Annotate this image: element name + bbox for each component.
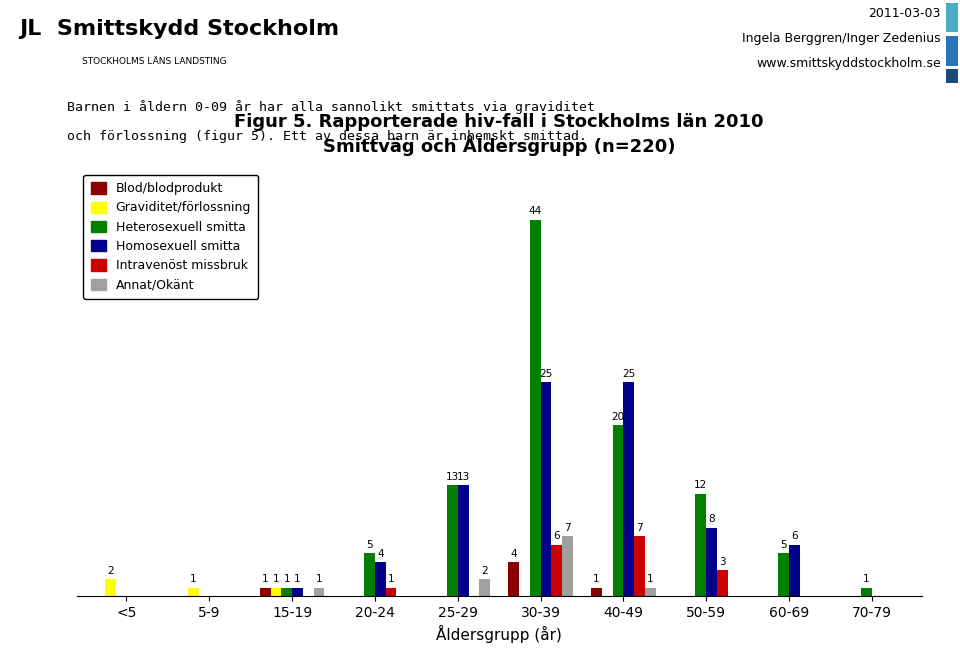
- Text: 4: 4: [377, 548, 384, 559]
- Text: 1: 1: [593, 574, 600, 584]
- Bar: [861, 588, 872, 596]
- Bar: [635, 537, 645, 596]
- Text: 1: 1: [316, 574, 323, 584]
- Text: 4: 4: [511, 548, 517, 559]
- Bar: [292, 588, 303, 596]
- Text: 3: 3: [719, 557, 726, 567]
- Text: 2: 2: [107, 566, 113, 575]
- Text: 1: 1: [190, 574, 197, 584]
- Bar: [591, 588, 602, 596]
- Bar: [479, 579, 491, 596]
- Text: 6: 6: [791, 531, 798, 542]
- Legend: Blod/blodprodukt, Graviditet/förlossning, Heterosexuell smitta, Homosexuell smit: Blod/blodprodukt, Graviditet/förlossning…: [84, 175, 258, 299]
- Text: och förlossning (figur 5). Ett av dessa barn är inhemskt smittad.: och förlossning (figur 5). Ett av dessa …: [67, 130, 588, 143]
- Text: 6: 6: [554, 531, 560, 542]
- Text: JL  Smittskydd Stockholm: JL Smittskydd Stockholm: [19, 19, 339, 38]
- Bar: [105, 579, 116, 596]
- Bar: [386, 588, 396, 596]
- Text: 44: 44: [529, 206, 541, 216]
- Bar: [188, 588, 199, 596]
- Bar: [447, 485, 458, 596]
- Bar: [314, 588, 324, 596]
- Title: Figur 5. Rapporterade hiv-fall i Stockholms län 2010
Smittväg och Åldersgrupp (n: Figur 5. Rapporterade hiv-fall i Stockho…: [234, 113, 764, 156]
- Text: 1: 1: [283, 574, 290, 584]
- Text: 1: 1: [294, 574, 300, 584]
- Bar: [551, 545, 563, 596]
- X-axis label: Åldersgrupp (år): Åldersgrupp (år): [436, 625, 563, 643]
- Bar: [612, 425, 623, 596]
- Bar: [707, 527, 717, 596]
- Text: 12: 12: [694, 480, 708, 490]
- Bar: [563, 537, 573, 596]
- Bar: [508, 562, 519, 596]
- Bar: [540, 382, 551, 596]
- Text: 1: 1: [647, 574, 654, 584]
- Text: www.smittskyddstockholm.se: www.smittskyddstockholm.se: [756, 57, 941, 70]
- Text: 25: 25: [540, 369, 553, 379]
- Text: 20: 20: [612, 411, 625, 422]
- Text: 25: 25: [622, 369, 636, 379]
- Bar: [717, 570, 728, 596]
- Bar: [645, 588, 656, 596]
- Text: 5: 5: [780, 540, 787, 550]
- Text: Ingela Berggren/Inger Zedenius: Ingela Berggren/Inger Zedenius: [742, 32, 941, 45]
- FancyBboxPatch shape: [946, 3, 958, 32]
- Text: Barnen i åldern 0-09 år har alla sannolikt smittats via graviditet: Barnen i åldern 0-09 år har alla sannoli…: [67, 100, 595, 115]
- FancyBboxPatch shape: [946, 36, 958, 65]
- Text: 7: 7: [636, 523, 643, 533]
- Text: STOCKHOLMS LÄNS LANDSTING: STOCKHOLMS LÄNS LANDSTING: [82, 57, 227, 66]
- Bar: [779, 553, 789, 596]
- Bar: [271, 588, 281, 596]
- Text: 5: 5: [367, 540, 372, 550]
- Text: 1: 1: [388, 574, 395, 584]
- Bar: [281, 588, 292, 596]
- Bar: [623, 382, 635, 596]
- Bar: [260, 588, 271, 596]
- Bar: [695, 494, 707, 596]
- Text: 13: 13: [457, 472, 469, 481]
- Text: 1: 1: [273, 574, 279, 584]
- FancyBboxPatch shape: [946, 69, 958, 82]
- Bar: [789, 545, 800, 596]
- Text: 7: 7: [564, 523, 571, 533]
- Text: 2011-03-03: 2011-03-03: [869, 6, 941, 19]
- Text: 1: 1: [262, 574, 269, 584]
- Text: 1: 1: [863, 574, 870, 584]
- Bar: [364, 553, 375, 596]
- Text: 8: 8: [708, 515, 715, 524]
- Text: 13: 13: [445, 472, 459, 481]
- Text: 2: 2: [481, 566, 488, 575]
- Bar: [530, 220, 540, 596]
- Bar: [458, 485, 468, 596]
- Bar: [375, 562, 386, 596]
